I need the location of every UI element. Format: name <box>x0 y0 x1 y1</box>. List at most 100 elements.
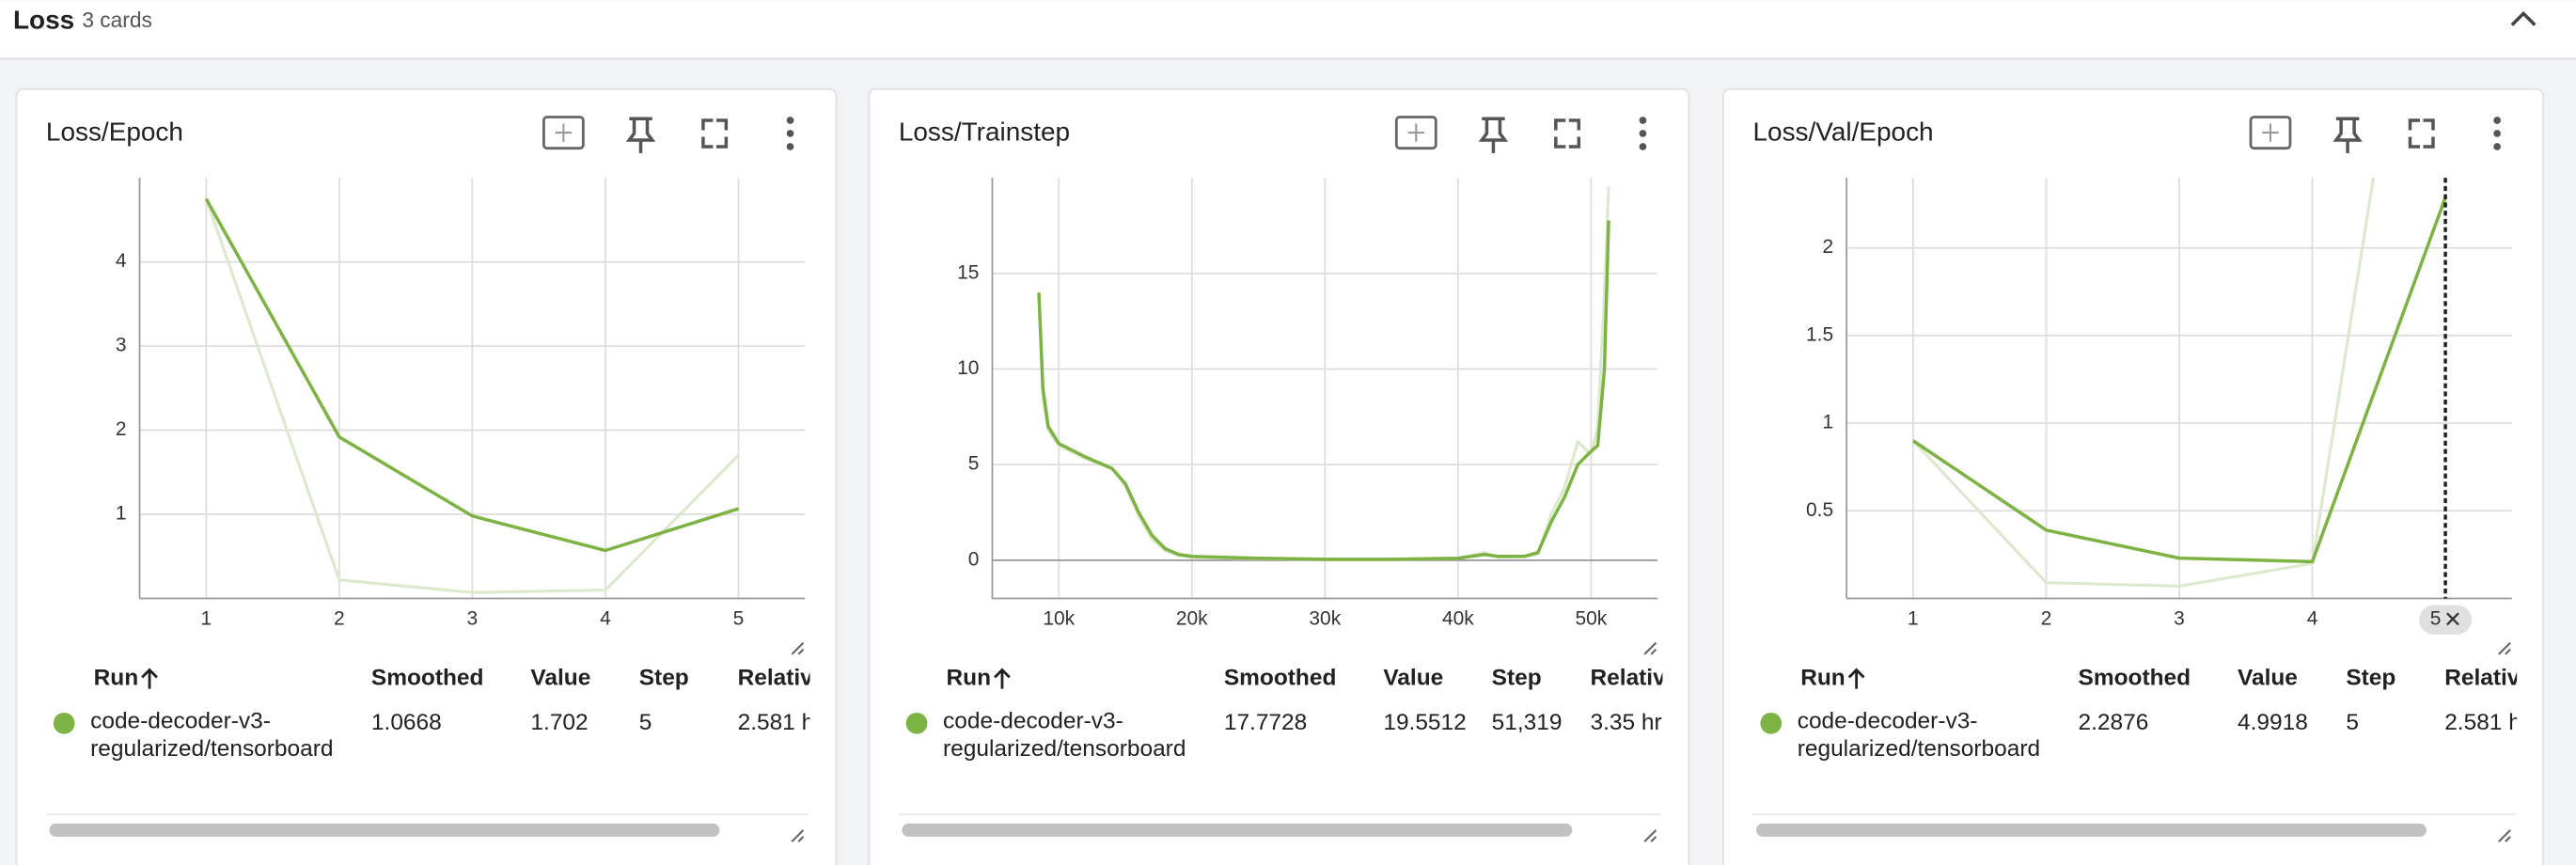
y-tick-label: 10 <box>957 357 979 379</box>
table-cell: 5 <box>2346 710 2359 735</box>
table-cell: 2.2876 <box>2079 710 2149 735</box>
resize-handle <box>791 829 805 842</box>
icon <box>1394 116 1437 150</box>
card-title: Loss/Trainstep <box>899 117 1070 146</box>
icon <box>1478 117 1509 153</box>
scrollbar[interactable] <box>902 823 1573 837</box>
y-tick-label: 2 <box>1822 236 1833 258</box>
column-header[interactable]: Smoothed <box>371 666 484 691</box>
icon <box>1407 123 1425 142</box>
x-tick-label: 40k <box>1442 608 1474 630</box>
card <box>868 87 1690 865</box>
card-title: Loss/Epoch <box>46 117 183 146</box>
x-tick-label: 30k <box>1309 608 1341 630</box>
fullscreen-button[interactable] <box>1554 118 1581 149</box>
icon <box>2408 118 2435 149</box>
column-header[interactable]: Run <box>1800 666 1846 691</box>
data-table: Run Smoothed Value Step Relative code-decoder… <box>1760 666 2533 762</box>
fit-domain-button[interactable] <box>1394 116 1437 150</box>
column-header[interactable]: Value <box>530 666 590 691</box>
data-table: Run Smoothed Value Step Relative code-decoder… <box>905 666 1679 761</box>
icon <box>1639 117 1647 124</box>
x-tick-label: 4 <box>600 608 611 630</box>
sort-arrow <box>141 668 158 689</box>
run-name-box: code-decoder-v3-regularized/tensorboard <box>90 706 334 762</box>
section-header <box>0 0 2576 58</box>
icon <box>786 143 794 150</box>
column-header[interactable]: Run <box>94 666 139 691</box>
sort-arrow <box>994 668 1011 689</box>
run-name: code-decoder-v3-regularized/tensorboard <box>1797 706 2041 762</box>
icon <box>786 117 794 124</box>
column-header[interactable]: Relative <box>1591 666 1679 691</box>
resize-handle <box>791 641 805 655</box>
table-cell: 5 <box>639 710 652 735</box>
pin-button[interactable] <box>2333 117 2363 153</box>
column-header[interactable]: Step <box>639 666 689 691</box>
resize-handle <box>1643 641 1657 655</box>
x-tick-label: 2 <box>2041 608 2052 630</box>
column-header[interactable]: Relative <box>2444 666 2533 691</box>
y-tick-label: 2 <box>116 418 127 440</box>
y-tick-label: 3 <box>116 335 127 356</box>
fullscreen-button[interactable] <box>2408 118 2435 149</box>
line-series <box>1037 220 1610 561</box>
icon <box>2493 143 2501 150</box>
icon <box>2493 117 2501 124</box>
run-name: code-decoder-v3-regularized/tensorboard <box>90 706 334 762</box>
x-tick-label: 3 <box>467 608 479 630</box>
more-button[interactable] <box>786 117 794 150</box>
y-tick-label: 15 <box>957 261 979 283</box>
scrollbar[interactable] <box>1756 823 2427 837</box>
column-header[interactable]: Value <box>2238 666 2298 691</box>
y-tick-label: 5 <box>968 453 980 475</box>
section-title: Loss <box>13 6 74 35</box>
resize-handle <box>2498 641 2511 655</box>
collapse-button[interactable] <box>2510 10 2537 26</box>
card-title: Loss/Val/Epoch <box>1753 117 1934 146</box>
column-header[interactable]: Run <box>947 666 992 691</box>
icon <box>555 123 573 142</box>
column-header[interactable]: Step <box>1492 666 1542 691</box>
scrollbar[interactable] <box>49 823 720 837</box>
x-tick-label: 3 <box>2174 608 2185 630</box>
icon <box>2493 130 2501 137</box>
line-series <box>204 197 740 594</box>
table-cell: 17.7728 <box>1224 710 1307 735</box>
run-color <box>53 712 75 734</box>
table-cell: 1.702 <box>530 710 588 735</box>
table-cell: 2.581 hr <box>2444 710 2529 735</box>
section-subtitle: 3 cards <box>82 8 151 32</box>
card <box>15 87 838 865</box>
x-tick-label: 10k <box>1043 608 1075 630</box>
x-tick-label: 4 <box>2307 608 2318 630</box>
icon <box>542 116 585 150</box>
fit-domain-button[interactable] <box>542 116 585 150</box>
pin-button[interactable] <box>1478 117 1509 153</box>
pin-button[interactable] <box>625 117 656 153</box>
x-tick-label: 1 <box>1908 608 1919 630</box>
cursor-close[interactable] <box>2446 612 2459 626</box>
column-header[interactable]: Smoothed <box>1224 666 1337 691</box>
x-tick-label: 50k <box>1576 608 1608 630</box>
table-cell: 4.9918 <box>2238 710 2308 735</box>
column-header[interactable]: Relative <box>738 666 826 691</box>
y-tick-label: 1 <box>116 503 127 525</box>
more-button[interactable] <box>2493 117 2501 150</box>
table-cell: 1.0668 <box>371 710 442 735</box>
x-tick-label: 5 <box>733 608 745 630</box>
more-button[interactable] <box>1639 117 1647 150</box>
resize-handle <box>2498 829 2511 842</box>
run-name-box: code-decoder-v3-regularized/tensorboard <box>1797 706 2041 762</box>
column-header[interactable]: Smoothed <box>2079 666 2191 691</box>
fit-domain-button[interactable] <box>2249 116 2292 150</box>
fullscreen-button[interactable] <box>701 118 729 149</box>
table-cell: 51,319 <box>1492 710 1563 735</box>
y-tick-label: 0 <box>968 548 980 570</box>
column-header[interactable]: Step <box>2346 666 2395 691</box>
cursor-label: 5 <box>2430 608 2442 630</box>
column-header[interactable]: Value <box>1383 666 1443 691</box>
y-tick-label: 4 <box>116 250 127 272</box>
data-table: Run Smoothed Value Step Relative code-decoder… <box>53 666 826 762</box>
